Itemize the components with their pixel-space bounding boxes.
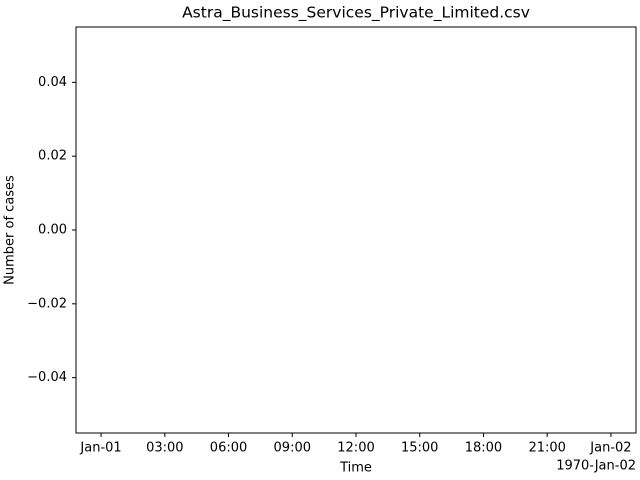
x-offset-label: 1970-Jan-02 — [556, 459, 636, 474]
y-tick-label: 0.02 — [38, 149, 67, 164]
y-tick-label: 0.04 — [38, 75, 67, 90]
y-tick-label: 0.00 — [38, 223, 67, 238]
chart-title: Astra_Business_Services_Private_Limited.… — [182, 4, 530, 23]
x-tick-label: Jan-02 — [589, 441, 631, 456]
x-tick-label: 15:00 — [401, 441, 438, 456]
y-tick-label: −0.02 — [27, 296, 67, 311]
x-tick-label: 06:00 — [210, 441, 247, 456]
x-tick-label: Jan-01 — [79, 441, 121, 456]
plot-frame — [75, 26, 637, 434]
y-tick-label: −0.04 — [27, 370, 67, 385]
y-axis-label: Number of cases — [3, 175, 18, 285]
x-axis-label: Time — [339, 461, 372, 476]
x-tick-label: 09:00 — [274, 441, 311, 456]
x-tick-label: 21:00 — [528, 441, 565, 456]
x-tick-label: 12:00 — [337, 441, 374, 456]
x-tick-label: 18:00 — [465, 441, 502, 456]
x-tick-label: 03:00 — [146, 441, 183, 456]
